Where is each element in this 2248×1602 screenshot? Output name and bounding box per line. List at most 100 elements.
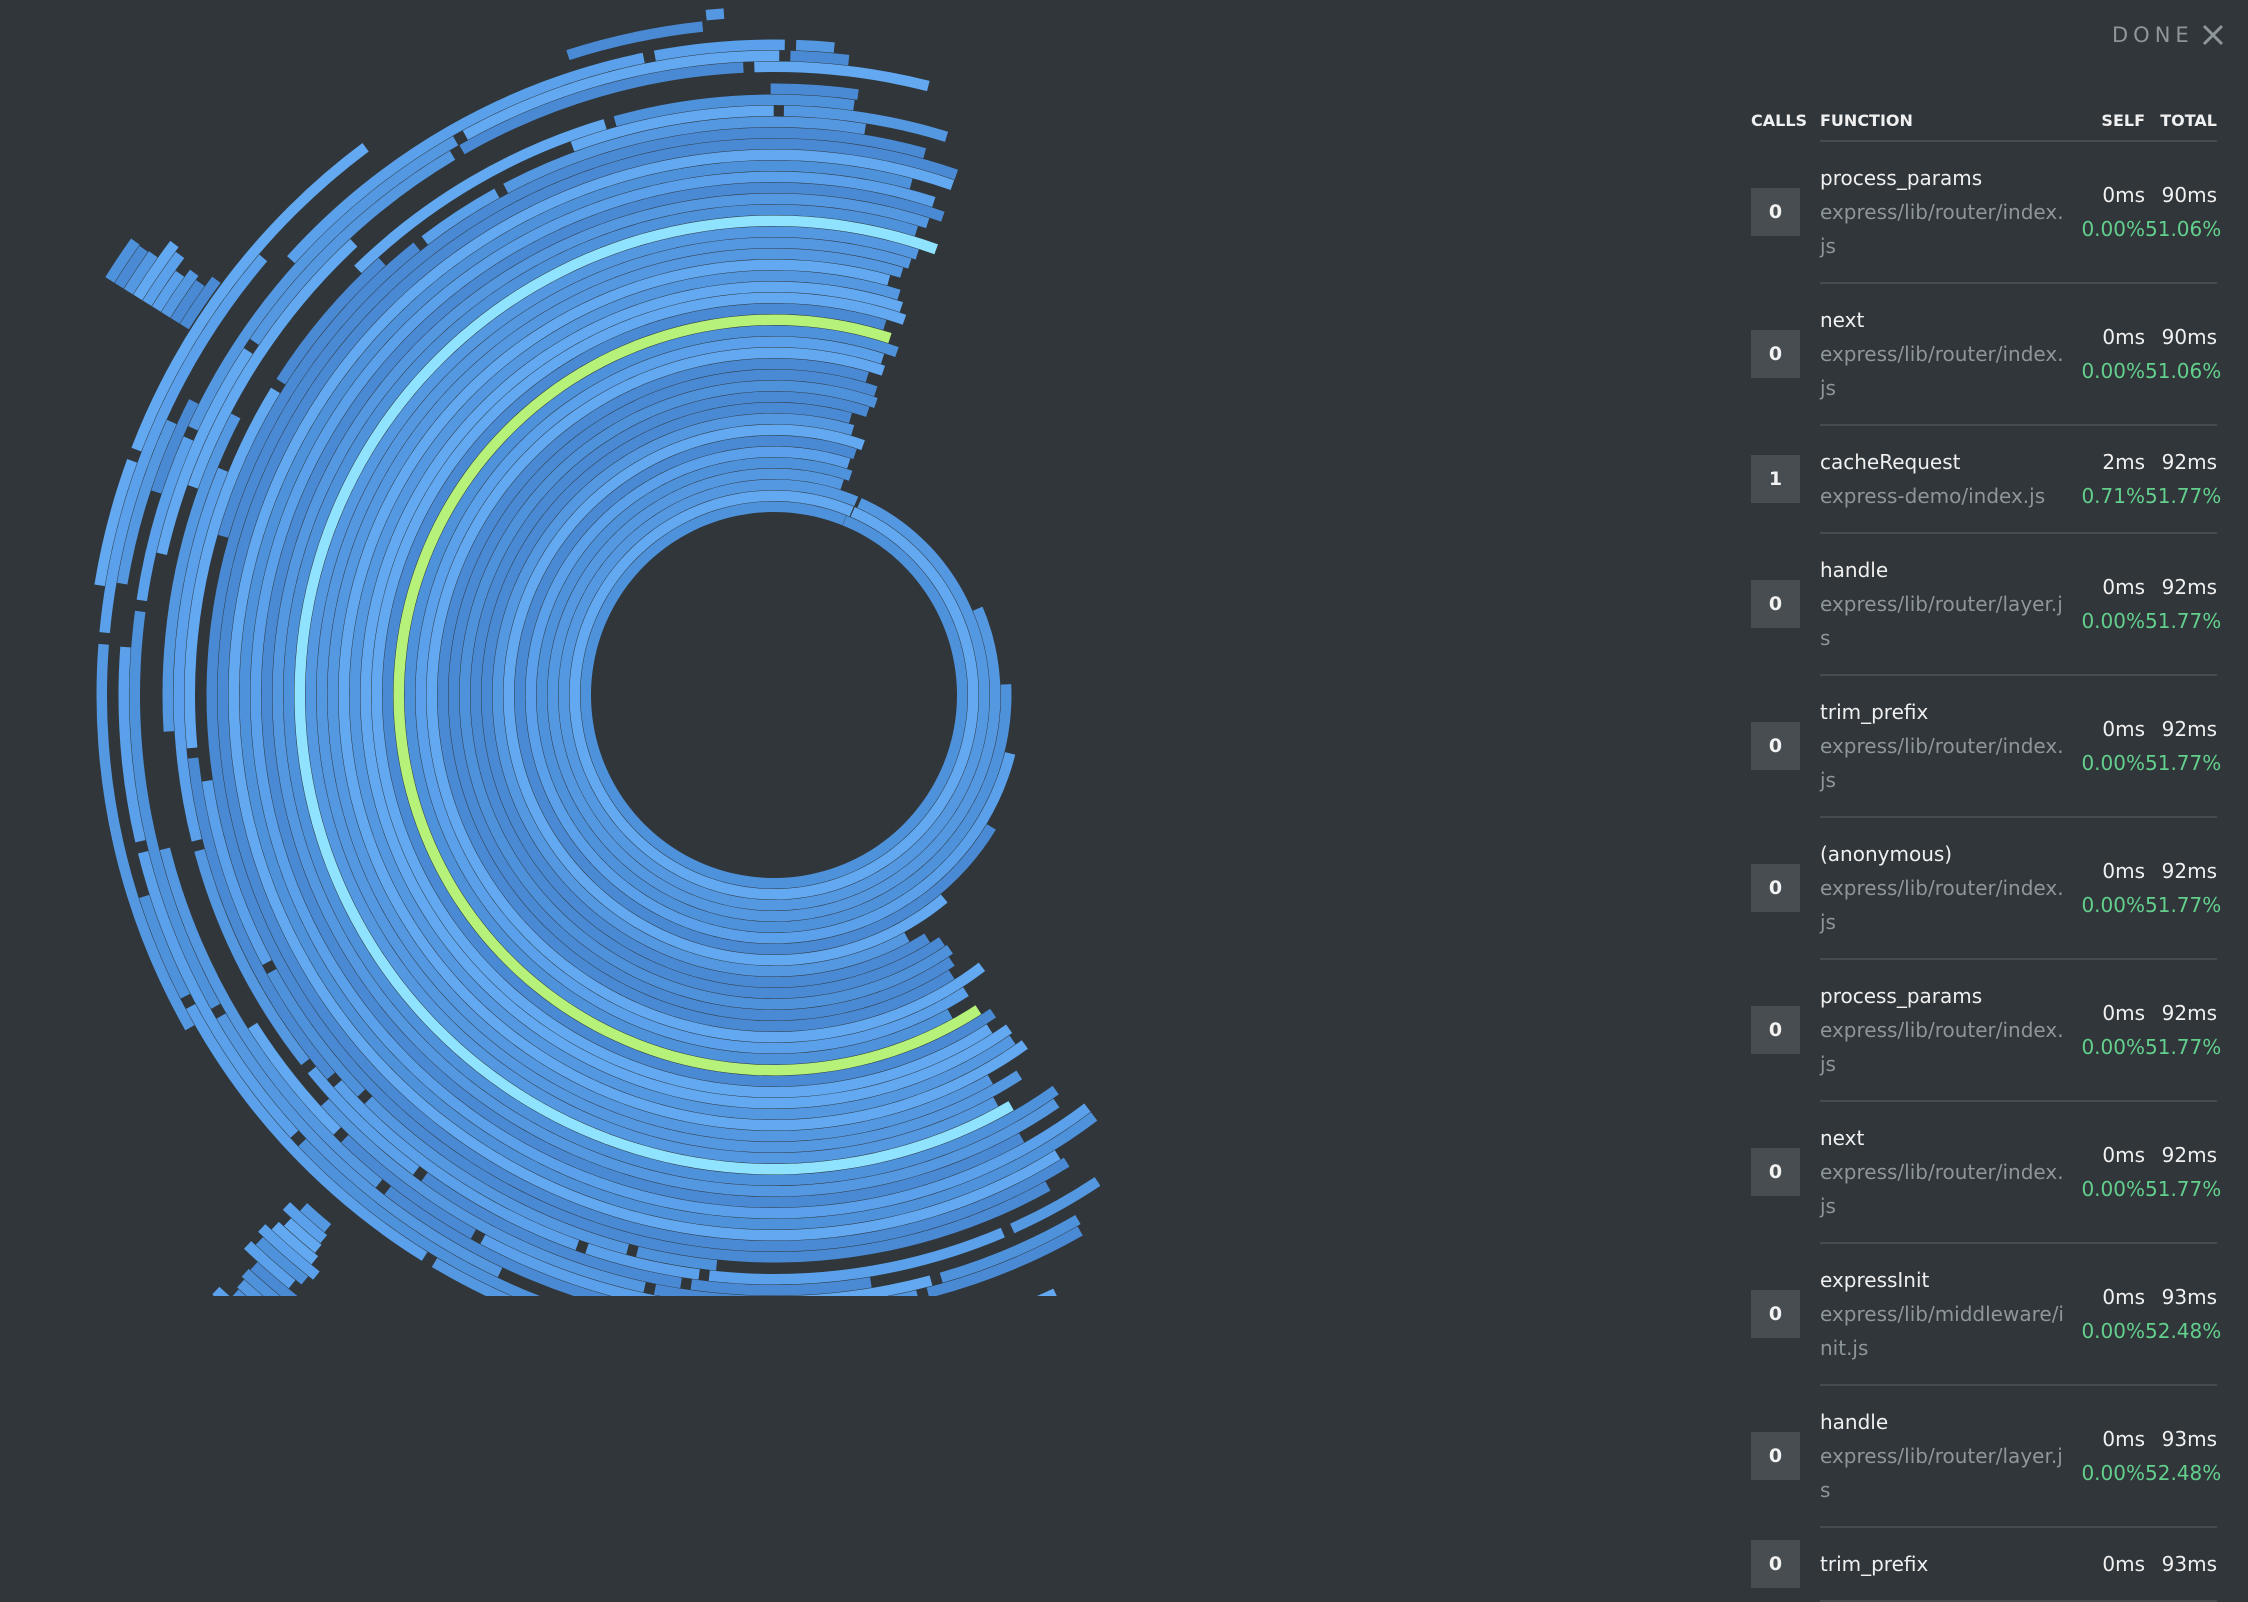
total-time: 93ms (2161, 1285, 2217, 1309)
function-file: express/lib/router/index.js (1820, 734, 2064, 792)
calls-count: 0 (1751, 1432, 1800, 1480)
column-header: FUNCTION (1820, 110, 1913, 130)
function-cell: handle express/lib/router/layer.js (1820, 1405, 2066, 1507)
table-header: CALLS FUNCTION SELF TOTAL (1751, 100, 2217, 142)
sunburst-segment (136, 436, 194, 602)
function-cell: trim_prefix express/lib/router/index.js (1820, 695, 2066, 797)
sunburst-segment (156, 348, 253, 555)
done-button[interactable]: DONE (2112, 22, 2226, 48)
sunburst-segment (307, 1066, 420, 1175)
self-percent: 0.71% (2081, 484, 2145, 508)
self-percent: 0.00% (2081, 1035, 2145, 1059)
sunburst-segment (258, 1224, 320, 1280)
sunburst-segment (585, 1243, 700, 1280)
function-cell: next express/lib/router/index.js (1820, 303, 2066, 405)
calls-count: 0 (1751, 1148, 1800, 1196)
sunburst-segment (202, 780, 272, 966)
function-name: trim_prefix (1820, 700, 1929, 724)
function-file: express/lib/router/index.js (1820, 1018, 2064, 1076)
sunburst-segment (536, 457, 1012, 933)
table-row[interactable]: 0 trim_prefix express/lib/router/index.js 0… (1751, 676, 2222, 818)
timing-cell: 0ms 92ms 0.00% 51.77% (2066, 854, 2221, 922)
total-time: 90ms (2161, 183, 2217, 207)
function-name: cacheRequest (1820, 450, 1961, 474)
self-time: 0ms (2102, 1552, 2145, 1576)
total-time: 92ms (2161, 575, 2217, 599)
total-percent: 52.48% (2145, 1319, 2222, 1343)
calls-count: 0 (1751, 330, 1800, 378)
sunburst-segment (636, 1246, 718, 1271)
table-row[interactable]: 0 trim_prefix 0ms 93ms (1751, 1528, 2217, 1602)
sunburst-segment (162, 413, 241, 732)
sunburst-segment (547, 468, 1001, 922)
calls-count: 0 (1751, 864, 1800, 912)
total-time: 90ms (2161, 325, 2217, 349)
total-time: 92ms (2161, 717, 2217, 741)
table-row[interactable]: 0 (anonymous) express/lib/router/index.js 0… (1751, 818, 2221, 960)
sunburst-segment (795, 39, 835, 53)
sunburst-segment (137, 851, 299, 1138)
sunburst-segment (184, 387, 280, 749)
total-percent: 51.77% (2145, 1035, 2222, 1059)
sunburst-segment (333, 1080, 580, 1251)
total-time: 92ms (2161, 450, 2217, 474)
sunburst-segment (96, 643, 195, 1031)
total-percent: 51.77% (2145, 751, 2222, 775)
table-row[interactable]: 0 process_params express/lib/router/index.… (1751, 960, 2222, 1102)
sunburst-segment (255, 1237, 309, 1285)
sunburst-segment (926, 1226, 1083, 1296)
self-percent: 0.00% (2081, 1461, 2145, 1485)
function-cell: handle express/lib/router/layer.js (1820, 553, 2066, 655)
column-header: TOTAL (2160, 110, 2217, 130)
sunburst-segment (570, 105, 774, 152)
calls-count: 0 (1751, 188, 1800, 236)
function-name: expressInit (1820, 1268, 1930, 1292)
sunburst-segment (364, 1096, 629, 1255)
self-percent: 0.00% (2081, 359, 2145, 383)
sunburst-segment (1036, 1288, 1057, 1296)
sunburst-segment (129, 610, 221, 1009)
sunburst-segment (503, 116, 866, 194)
function-cell: next express/lib/router/index.js (1820, 1121, 2066, 1223)
table-row[interactable]: 0 handle express/lib/router/layer.js 0ms 92m… (1751, 534, 2222, 676)
sunburst-segment (151, 399, 199, 494)
function-cell: trim_prefix (1820, 1547, 2066, 1581)
sunburst-segment (690, 1277, 872, 1296)
self-time: 0ms (2102, 183, 2145, 207)
sunburst-segment (248, 1022, 341, 1135)
table-row[interactable]: 0 expressInit express/lib/middleware/init.… (1751, 1244, 2222, 1386)
timing-cell: 0ms 90ms 0.00% 51.06% (2066, 178, 2222, 246)
function-file: express/lib/router/layer.js (1820, 1444, 2063, 1502)
function-name: (anonymous) (1820, 842, 1953, 866)
sunburst-segment (114, 245, 148, 289)
total-percent: 51.77% (2145, 609, 2222, 633)
total-percent: 51.06% (2145, 217, 2222, 241)
sunburst (94, 8, 1100, 1296)
sunburst-segment (237, 1279, 263, 1296)
table-row[interactable]: 0 handle express/lib/router/layer.js 0ms 93m… (1751, 1386, 2221, 1528)
function-name: next (1820, 308, 1865, 332)
sunburst-segment (889, 1290, 918, 1296)
total-time: 92ms (2161, 1143, 2217, 1167)
table-row[interactable]: 1 cacheRequest express-demo/index.js 2ms 92m… (1751, 426, 2222, 534)
close-icon (2202, 24, 2223, 46)
total-percent: 51.77% (2145, 484, 2222, 508)
table-row[interactable]: 0 next express/lib/router/index.js 0ms 92ms 0… (1751, 1102, 2221, 1244)
sunburst-segment (653, 1284, 763, 1296)
sunburst-segment (566, 21, 704, 61)
sunburst-segment (783, 105, 949, 142)
sunburst-segment (232, 1289, 247, 1296)
sunburst-segment (276, 257, 386, 385)
function-table: CALLS FUNCTION SELF TOTAL 0 process_param… (1751, 100, 2222, 1602)
table-row[interactable]: 0 process_params express/lib/router/index.… (1751, 142, 2222, 284)
sunburst-segment (790, 50, 850, 66)
sunburst-segment (161, 269, 199, 318)
function-cell: process_params express/lib/router/index.j… (1820, 979, 2066, 1081)
total-time: 93ms (2161, 1552, 2217, 1576)
table-row[interactable]: 0 next express/lib/router/index.js 0ms 90ms 0… (1751, 284, 2221, 426)
function-name: process_params (1820, 984, 1983, 1008)
calls-count: 0 (1751, 1540, 1800, 1588)
sunburst-segment (241, 1268, 280, 1296)
self-time: 0ms (2102, 717, 2145, 741)
timing-cell: 0ms 92ms 0.00% 51.77% (2066, 996, 2222, 1064)
